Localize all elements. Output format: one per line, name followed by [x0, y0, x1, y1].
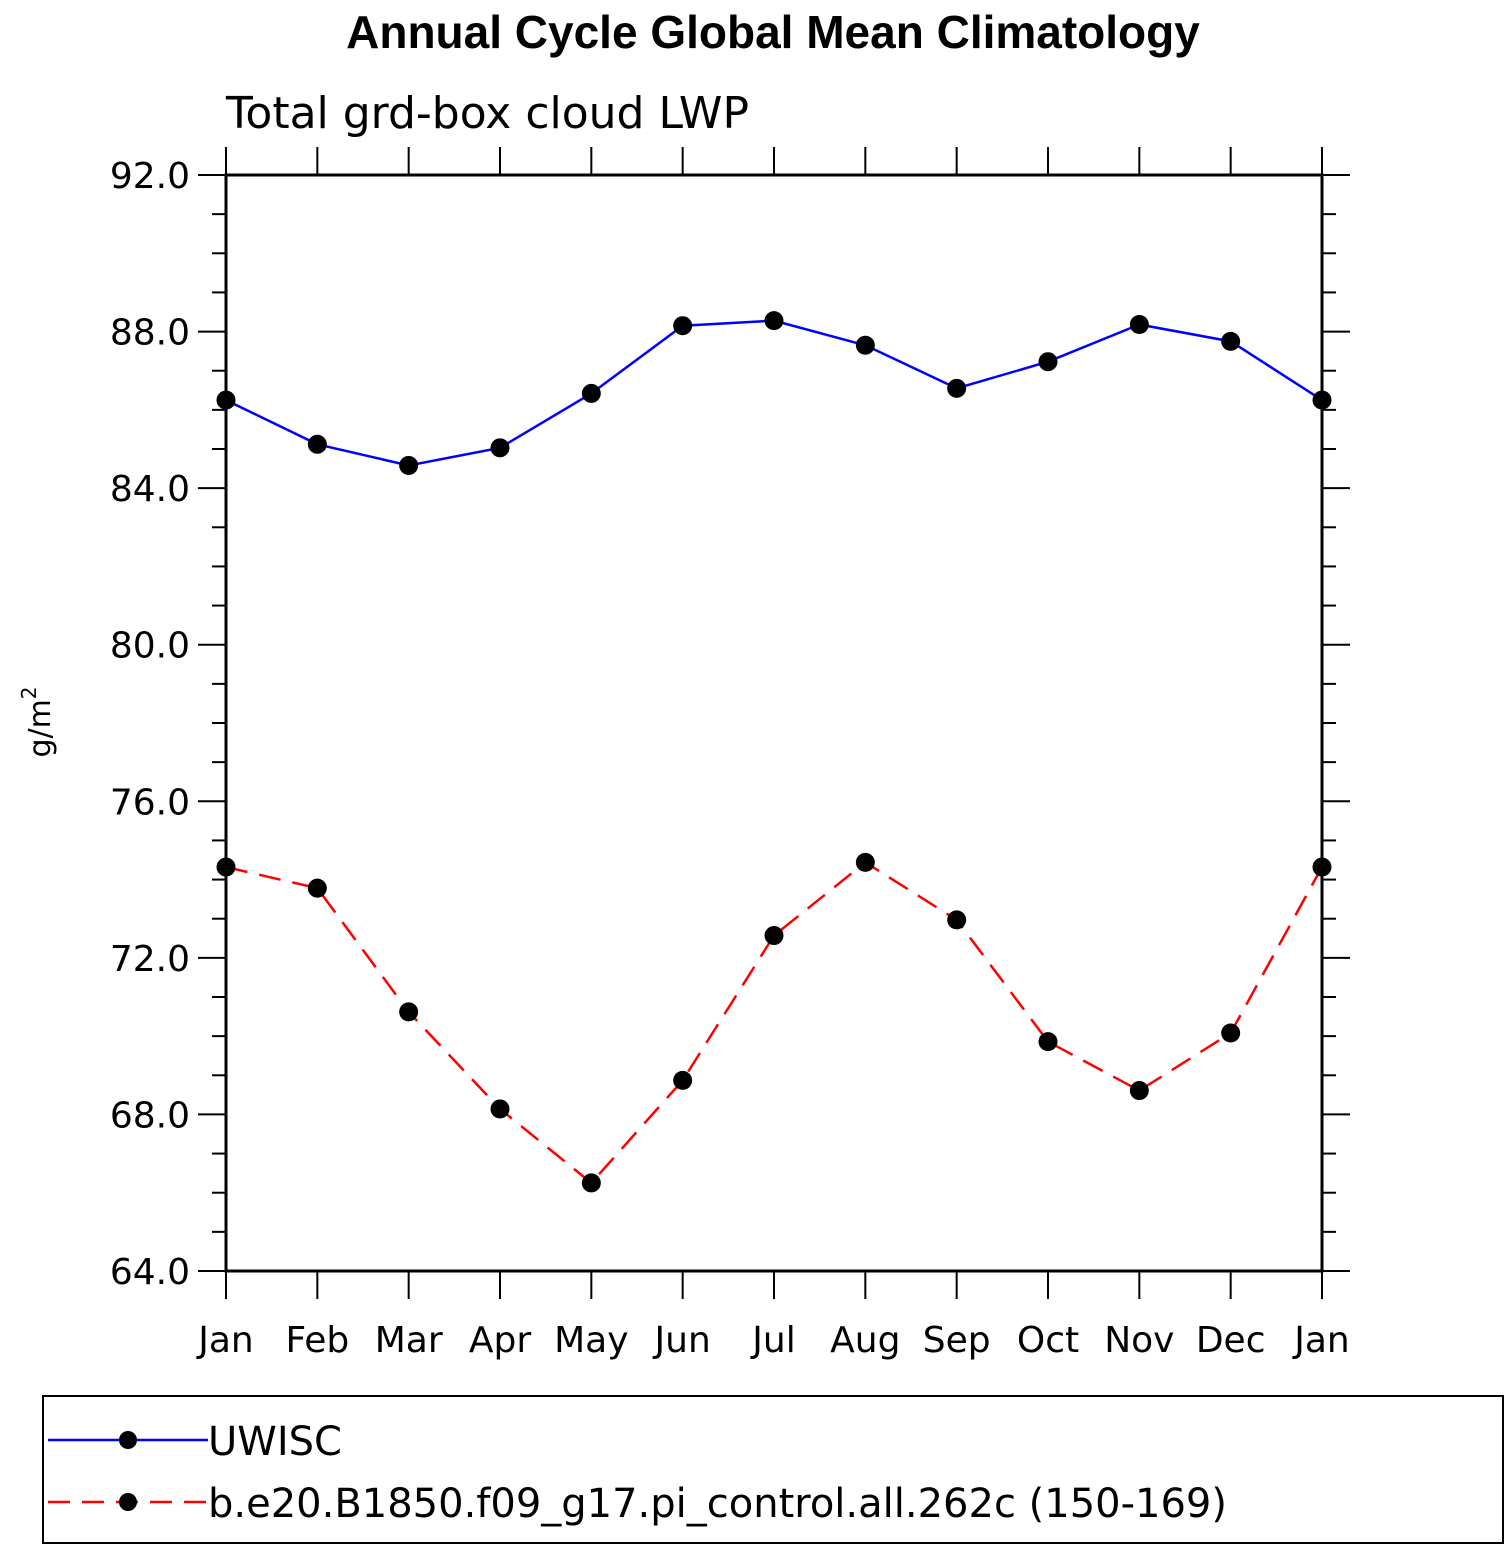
y-axis-label-base: g/m: [23, 699, 58, 757]
y-axis-label-superscript: 2: [17, 686, 41, 699]
series-1-point: [947, 910, 967, 930]
series-1-point: [673, 1070, 693, 1090]
series-1-point: [216, 857, 236, 877]
series-0-point: [490, 438, 510, 458]
x-tick-label: Sep: [923, 1320, 991, 1361]
series-0-point: [764, 311, 784, 331]
series-line-0: [225, 319, 1323, 467]
x-tick-label: Feb: [285, 1320, 349, 1361]
x-tick-label: Nov: [1104, 1320, 1174, 1361]
plot-frame: [224, 173, 1324, 1273]
legend-marker-control: [119, 1493, 137, 1511]
svg-text:g/m2: g/m2: [17, 686, 58, 757]
x-tick-label: Jan: [196, 1320, 254, 1361]
x-tick-label: Oct: [1017, 1320, 1079, 1361]
x-tick-label: Jul: [750, 1320, 795, 1361]
legend-label-control: b.e20.B1850.f09_g17.pi_control.all.262c …: [208, 1481, 1227, 1527]
series-1-point: [1221, 1023, 1241, 1043]
y-tick-label: 68.0: [110, 1095, 190, 1136]
series-0-point: [947, 378, 967, 398]
y-tick-labels: 64.0 68.0 72.0 76.0 80.0 84.0 88.0 92.0: [110, 156, 190, 1293]
series-1-point: [399, 1002, 419, 1022]
series-0-point: [1129, 315, 1149, 335]
x-tick-label: Jan: [1292, 1320, 1350, 1361]
series-layer: [216, 311, 1332, 1193]
series-0-point: [1038, 352, 1058, 372]
x-tick-label: May: [554, 1320, 628, 1361]
series-1-point: [764, 926, 784, 946]
series-0-point: [307, 434, 327, 454]
series-0-point: [399, 455, 419, 475]
series-1-point: [1312, 857, 1332, 877]
y-tick-label: 64.0: [110, 1252, 190, 1293]
chart-subtitle: Total grd-box cloud LWP: [225, 88, 749, 139]
series-1-point: [1129, 1081, 1149, 1101]
x-tick-label: Aug: [830, 1320, 900, 1361]
y-tick-label: 84.0: [110, 469, 190, 510]
series-1-point: [855, 852, 875, 872]
x-tick-label: Dec: [1196, 1320, 1266, 1361]
series-1-point: [307, 878, 327, 898]
legend-label-uwisc: UWISC: [208, 1419, 342, 1465]
legend-marker-uwisc: [119, 1431, 137, 1449]
x-tick-labels: Jan Feb Mar Apr May Jun Jul Aug Sep Oct Nov Dec Jan: [196, 1320, 1350, 1361]
series-0-point: [855, 335, 875, 355]
legend: UWISC b.e20.B1850.f09_g17.pi_control.all…: [42, 1395, 1504, 1544]
series-line-1: [225, 860, 1324, 1185]
y-axis-label: g/m2: [17, 686, 58, 757]
series-1-point: [1038, 1032, 1058, 1052]
series-0-point: [1312, 390, 1332, 410]
y-tick-label: 80.0: [110, 626, 190, 667]
x-tick-label: Apr: [469, 1320, 531, 1361]
series-1-point: [490, 1099, 510, 1119]
axis-ticks: [198, 147, 1350, 1299]
series-0-point: [673, 316, 693, 336]
y-tick-label: 92.0: [110, 156, 190, 197]
legend-box: [42, 1395, 1504, 1544]
series-1-point: [581, 1173, 601, 1193]
series-0-point: [1221, 331, 1241, 351]
y-tick-label: 72.0: [110, 939, 190, 980]
y-tick-label: 88.0: [110, 313, 190, 354]
x-tick-label: Mar: [375, 1320, 443, 1361]
x-tick-label: Jun: [653, 1320, 711, 1361]
series-0-point: [216, 390, 236, 410]
chart-title: Annual Cycle Global Mean Climatology: [346, 6, 1200, 58]
series-0-point: [581, 383, 601, 403]
y-tick-label: 76.0: [110, 782, 190, 823]
